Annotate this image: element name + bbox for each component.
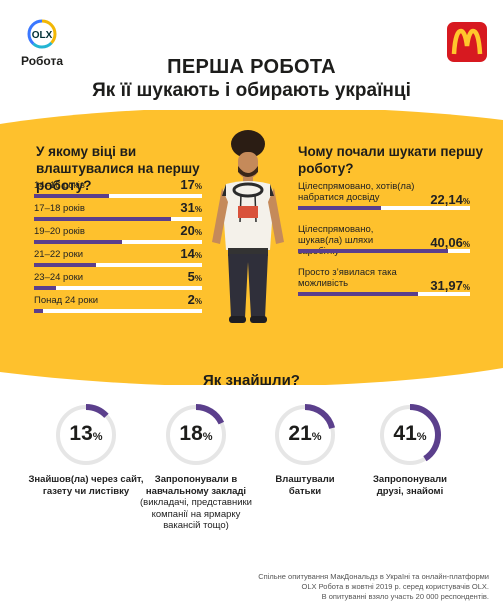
donut-percent-value: 18% [179,422,213,445]
why-bar-row: Просто з’явилася така можливість 31,97% [298,267,470,303]
donut-category-text: Знайшов(ла) через сайт, газету чи листів… [28,474,144,497]
bar-value-label: 40,06% [430,235,470,250]
svg-text:OLX: OLX [32,30,53,41]
why-bar [298,292,418,296]
percent-sign: % [462,197,470,206]
donut-category-text: Запропонували друзі, знайомі [372,474,447,497]
donut-slice [379,404,441,466]
age-category-label: 21–22 роки [34,249,84,260]
percent-sign: % [194,297,202,306]
percent-sign: % [194,205,202,214]
bar-value-label: 2% [187,292,202,307]
olx-logo-subtitle: Робота [20,54,64,68]
age-bar-row: 21–22 роки 14% [34,246,202,271]
percent-sign: % [416,431,427,443]
bar-track [298,292,470,296]
why-bar-row: Цілеспрямовано, хотів(ла) набратися досв… [298,181,470,217]
age-bar [34,309,43,313]
donut-chart: 41% [377,402,443,468]
olx-logo-icon: OLX [27,19,57,49]
bar-value-label: 17% [180,177,202,192]
age-category-label: 14–16 років [34,180,85,191]
donut-category-label: Запропонували друзі, знайомі [360,474,460,497]
bar-value-label: 31% [180,200,202,215]
how-found-title: Як знайшли? [203,372,300,389]
bar-value-label: 20% [180,223,202,238]
percent-sign: % [311,431,322,443]
percent-sign: % [194,274,202,283]
why-bar [298,249,448,253]
why-category-label: Просто з’явилася така можливість [298,267,397,289]
bar-track [298,249,470,253]
survey-footnote: Спільне опитування МакДональдз в Україні… [189,572,489,602]
percent-sign: % [194,251,202,260]
bar-value-label: 31,97% [430,278,470,293]
donut-svg [274,404,336,466]
age-bar-row: Понад 24 роки 2% [34,292,202,317]
bar-track [34,286,202,290]
age-category-label: 23–24 роки [34,272,84,283]
age-chart-title: У якому віці ви влаштувалися на першу ро… [36,144,200,193]
page-subtitle: Як її шукають і обирають українці [92,80,411,101]
donut-category-label: Запропонували в навчальному закладі (викл… [136,474,256,532]
donut-percent-value: 13% [69,422,103,445]
age-bar-row: 14–16 років 17% [34,177,202,202]
donut-svg [55,404,117,466]
donut-chart: 18% [163,402,229,468]
donut-chart: 13% [53,402,119,468]
percent-sign: % [194,228,202,237]
footnote-line: В опитуванні взяло участь 20 000 респонд… [321,592,489,601]
bar-track [34,263,202,267]
donut-category-text: Влаштували батьки [275,474,335,497]
mcdonalds-arches-icon [451,28,483,55]
donut-svg [165,404,227,466]
age-category-label: 19–20 років [34,226,85,237]
age-bar [34,263,96,267]
donut-percent-value: 41% [393,422,427,445]
percent-sign: % [92,431,103,443]
why-bar-row: Цілеспрямовано, шукав(ла) шляхи заробітк… [298,224,470,260]
olx-robota-logo: OLX Робота [14,18,70,74]
donut-category-label: Влаштували батьки [260,474,350,497]
percent-sign: % [462,240,470,249]
percent-sign: % [462,283,470,292]
age-bar [34,286,57,290]
age-bar-row: 23–24 роки 5% [34,269,202,294]
donut-category-label: Знайшов(ла) через сайт, газету чи листів… [27,474,145,497]
age-category-label: Понад 24 роки [34,295,99,306]
age-bar [34,240,123,244]
donut-slice [165,404,227,466]
bar-value-label: 22,14% [430,192,470,207]
age-bar-row: 19–20 років 20% [34,223,202,248]
age-bar [34,194,110,198]
why-bar [298,206,381,210]
bar-track [34,194,202,198]
donut-chart: 21% [272,402,338,468]
mcdonalds-logo [447,22,487,62]
age-bar-row: 17–18 років 31% [34,200,202,225]
bar-track [34,240,202,244]
donut-slice [274,404,336,466]
percent-sign: % [202,431,213,443]
page-title: ПЕРША РОБОТА [167,56,336,78]
bar-track [34,309,202,313]
why-category-label: Цілеспрямовано, хотів(ла) набратися досв… [298,181,415,203]
bar-value-label: 5% [187,269,202,284]
bar-value-label: 14% [180,246,202,261]
why-chart-title: Чому почали шукати першу роботу? [298,144,484,176]
donut-category-text: Запропонували в навчальному закладі [145,474,247,497]
donut-svg [379,404,441,466]
footnote-line: Спільне опитування МакДональдз в Україні… [258,572,489,581]
donut-category-note: (викладачі, представники компанії на ярм… [140,497,252,531]
donut-slice [55,404,117,466]
donut-percent-value: 21% [288,422,322,445]
percent-sign: % [194,182,202,191]
bar-track [298,206,470,210]
age-bar [34,217,172,221]
footnote-line: OLX Робота в жовтні 2019 р. серед корист… [301,582,489,591]
young-man-illustration [212,130,284,323]
age-category-label: 17–18 років [34,203,85,214]
bar-track [34,217,202,221]
